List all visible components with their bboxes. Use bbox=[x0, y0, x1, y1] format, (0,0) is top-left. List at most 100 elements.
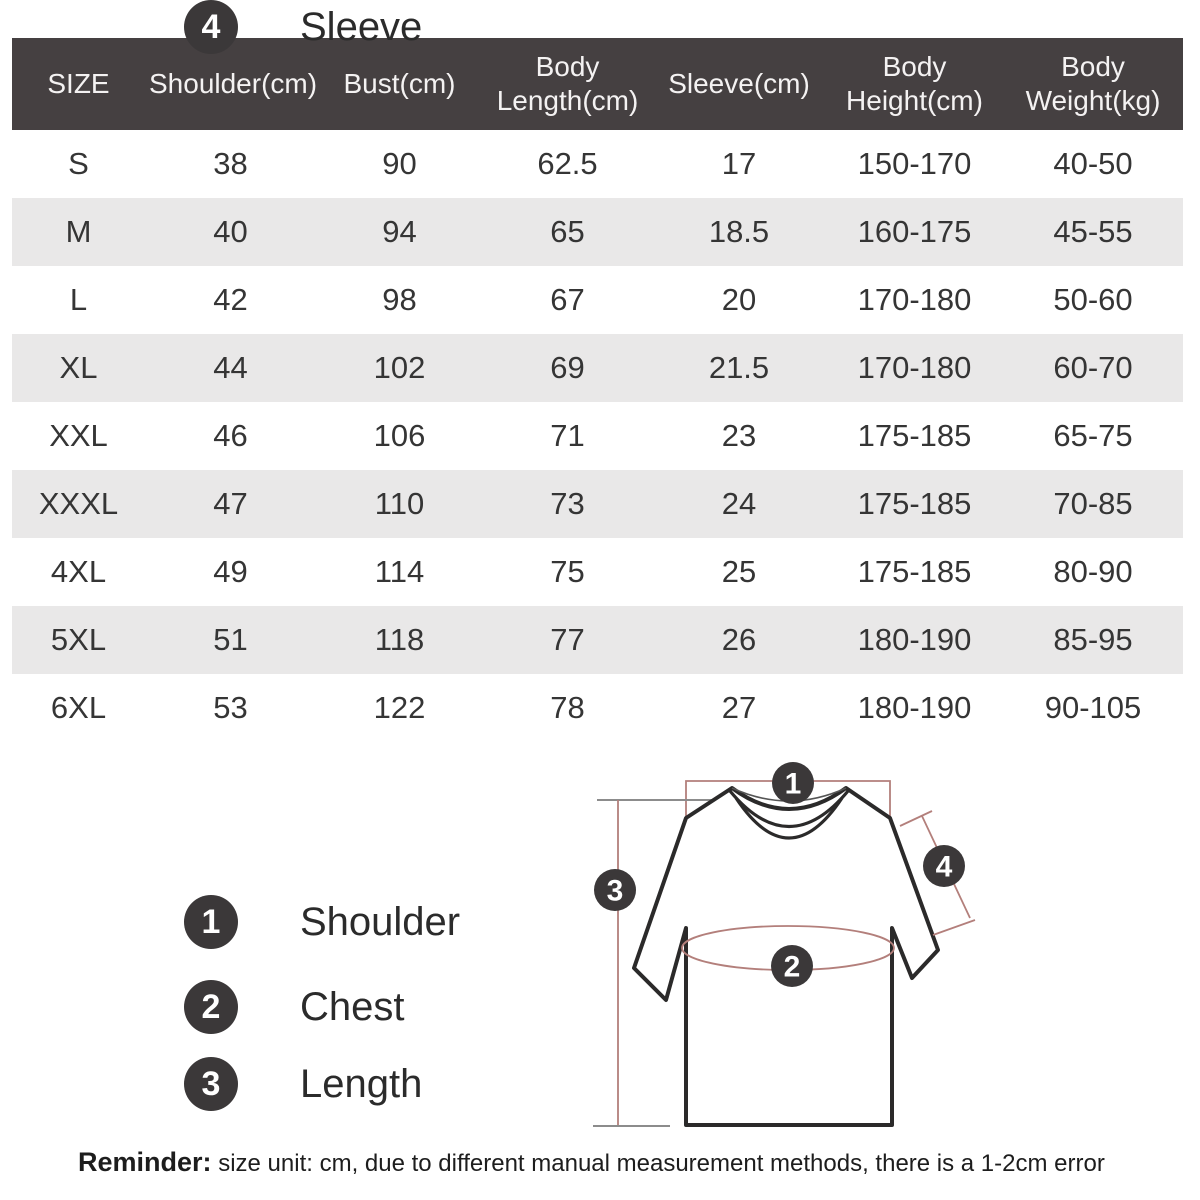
table-cell: 175-185 bbox=[826, 538, 1003, 606]
diagram-badge-3: 3 bbox=[594, 869, 636, 911]
diagram-badge-1: 1 bbox=[772, 762, 814, 804]
table-cell: 46 bbox=[145, 402, 316, 470]
table-cell: 118 bbox=[316, 606, 483, 674]
table-cell: 53 bbox=[145, 674, 316, 742]
legend-item-chest: 2 Chest bbox=[184, 980, 405, 1034]
legend-item-sleeve: 4 Sleeve bbox=[184, 0, 422, 54]
table-cell: 94 bbox=[316, 198, 483, 266]
legend-badge-1: 1 bbox=[184, 895, 238, 949]
legend-badge-2: 2 bbox=[184, 980, 238, 1034]
table-cell: 110 bbox=[316, 470, 483, 538]
column-header: Shoulder(cm) bbox=[145, 38, 317, 130]
table-cell: 98 bbox=[316, 266, 483, 334]
table-cell: 4XL bbox=[12, 538, 145, 606]
svg-text:1: 1 bbox=[785, 768, 802, 801]
table-cell: 73 bbox=[483, 470, 652, 538]
table-body: S 38 90 62.5 17 150-170 40-50 M 40 94 65 18.5 160-17… bbox=[12, 130, 1183, 742]
table-cell: 17 bbox=[652, 130, 826, 198]
diagram-badge-2: 2 bbox=[771, 945, 813, 987]
legend-badge-4: 4 bbox=[184, 0, 238, 54]
svg-text:3: 3 bbox=[607, 875, 624, 908]
legend-label-length: Length bbox=[300, 1061, 423, 1106]
table-cell: 70-85 bbox=[1003, 470, 1183, 538]
column-header: Body Length(cm) bbox=[483, 38, 652, 130]
table-cell: L bbox=[12, 266, 145, 334]
sleeve-guide-tick-top bbox=[899, 810, 933, 827]
table-cell: 80-90 bbox=[1003, 538, 1183, 606]
table-row: L 42 98 67 20 170-180 50-60 bbox=[12, 266, 1183, 334]
table-cell: 26 bbox=[652, 606, 826, 674]
table-cell: 170-180 bbox=[826, 266, 1003, 334]
table-row: 5XL 51 118 77 26 180-190 85-95 bbox=[12, 606, 1183, 674]
table-cell: 62.5 bbox=[483, 130, 652, 198]
diagram-badge-4: 4 bbox=[923, 845, 965, 887]
reminder-note: Reminder: size unit: cm, due to differen… bbox=[78, 1147, 1193, 1178]
table-cell: 20 bbox=[652, 266, 826, 334]
legend-label-shoulder: Shoulder bbox=[300, 899, 461, 944]
table-cell: 180-190 bbox=[826, 606, 1003, 674]
table-cell: XL bbox=[12, 334, 145, 402]
table-cell: 65 bbox=[483, 198, 652, 266]
table-cell: 85-95 bbox=[1003, 606, 1183, 674]
table-row: 4XL 49 114 75 25 175-185 80-90 bbox=[12, 538, 1183, 606]
table-cell: 60-70 bbox=[1003, 334, 1183, 402]
table-cell: 77 bbox=[483, 606, 652, 674]
table-cell: 5XL bbox=[12, 606, 145, 674]
table-cell: 90 bbox=[316, 130, 483, 198]
legend-badge-3: 3 bbox=[184, 1057, 238, 1111]
table-cell: 175-185 bbox=[826, 402, 1003, 470]
table-cell: 24 bbox=[652, 470, 826, 538]
table-row: M 40 94 65 18.5 160-175 45-55 bbox=[12, 198, 1183, 266]
table-row: S 38 90 62.5 17 150-170 40-50 bbox=[12, 130, 1183, 198]
svg-text:2: 2 bbox=[784, 951, 801, 984]
table-cell: 18.5 bbox=[652, 198, 826, 266]
table-cell: 78 bbox=[483, 674, 652, 742]
table-row: XXXL 47 110 73 24 175-185 70-85 bbox=[12, 470, 1183, 538]
legend-item-length: 3 Length bbox=[184, 1057, 422, 1111]
table-cell: 114 bbox=[316, 538, 483, 606]
table-cell: 67 bbox=[483, 266, 652, 334]
table-row: XXL 46 106 71 23 175-185 65-75 bbox=[12, 402, 1183, 470]
table-cell: 45-55 bbox=[1003, 198, 1183, 266]
column-header: Body Height(cm) bbox=[826, 38, 1003, 130]
table-cell: 122 bbox=[316, 674, 483, 742]
table-cell: M bbox=[12, 198, 145, 266]
table-cell: 25 bbox=[652, 538, 826, 606]
table-cell: 44 bbox=[145, 334, 316, 402]
table-cell: 23 bbox=[652, 402, 826, 470]
table-cell: 90-105 bbox=[1003, 674, 1183, 742]
legend-label-sleeve: Sleeve bbox=[300, 4, 423, 49]
column-header: Bust(cm) bbox=[316, 38, 483, 130]
table-cell: 38 bbox=[145, 130, 316, 198]
size-chart: SIZE Shoulder(cm) Bust(cm) Body Length(cm) S… bbox=[12, 38, 1183, 742]
table-cell: 106 bbox=[316, 402, 483, 470]
column-header: SIZE bbox=[12, 38, 145, 130]
table-cell: XXL bbox=[12, 402, 145, 470]
column-header: Body Weight(kg) bbox=[1003, 38, 1183, 130]
table-cell: 69 bbox=[483, 334, 652, 402]
legend-item-shoulder: 1 Shoulder bbox=[184, 895, 460, 949]
size-chart-table: SIZE Shoulder(cm) Bust(cm) Body Length(cm) S… bbox=[12, 38, 1183, 742]
table-cell: 170-180 bbox=[826, 334, 1003, 402]
table-cell: 40-50 bbox=[1003, 130, 1183, 198]
table-cell: 6XL bbox=[12, 674, 145, 742]
collar-band-outer bbox=[728, 789, 850, 828]
reminder-label: Reminder: bbox=[78, 1147, 212, 1177]
table-cell: 160-175 bbox=[826, 198, 1003, 266]
table-header: SIZE Shoulder(cm) Bust(cm) Body Length(cm) S… bbox=[12, 38, 1183, 130]
table-cell: 75 bbox=[483, 538, 652, 606]
table-cell: 175-185 bbox=[826, 470, 1003, 538]
table-row: 6XL 53 122 78 27 180-190 90-105 bbox=[12, 674, 1183, 742]
sleeve-guide-tick-bottom bbox=[932, 919, 976, 936]
table-cell: S bbox=[12, 130, 145, 198]
table-cell: 65-75 bbox=[1003, 402, 1183, 470]
reminder-text: size unit: cm, due to different manual m… bbox=[211, 1150, 1105, 1177]
table-cell: 21.5 bbox=[652, 334, 826, 402]
table-cell: 102 bbox=[316, 334, 483, 402]
table-cell: 180-190 bbox=[826, 674, 1003, 742]
table-cell: XXXL bbox=[12, 470, 145, 538]
table-cell: 49 bbox=[145, 538, 316, 606]
collar-band-inner bbox=[734, 797, 844, 840]
table-cell: 50-60 bbox=[1003, 266, 1183, 334]
table-cell: 51 bbox=[145, 606, 316, 674]
